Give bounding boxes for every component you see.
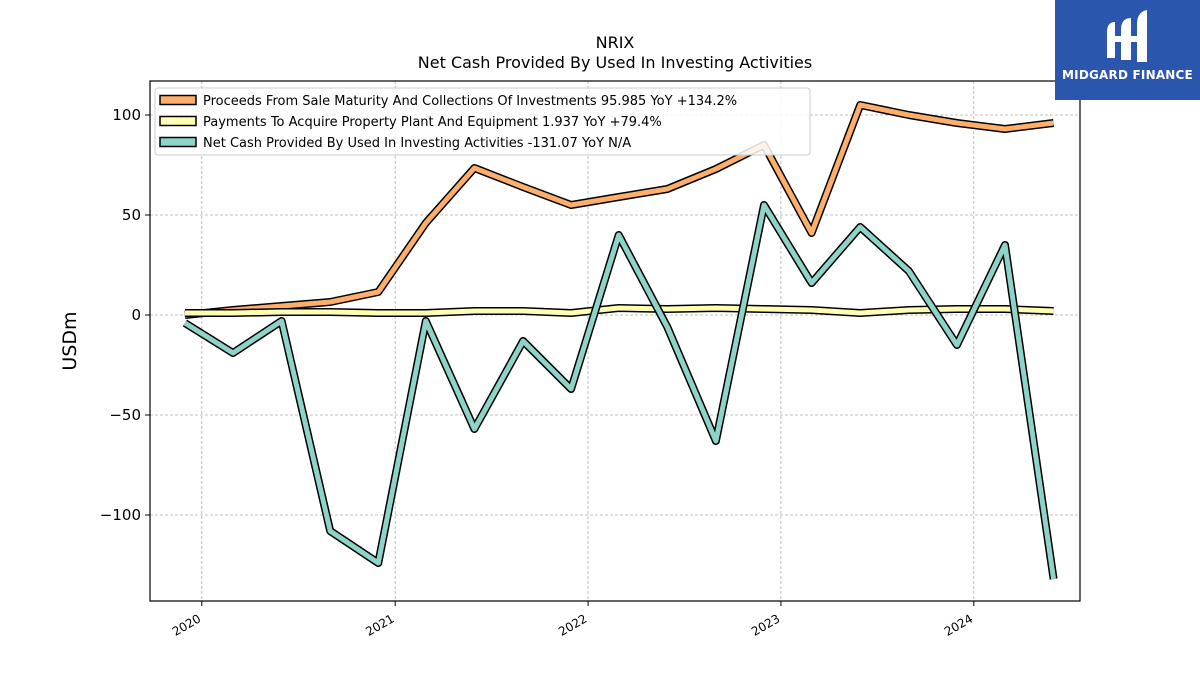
series-line-outline — [182, 201, 1058, 580]
plot-frame — [149, 80, 1081, 602]
chart-subtitle: Net Cash Provided By Used In Investing A… — [418, 53, 812, 72]
x-axis: 2020 2021 2022 2023 2024 — [170, 601, 975, 639]
series-line — [184, 305, 1054, 316]
series-0 — [184, 101, 1055, 319]
legend-swatch — [159, 115, 197, 127]
y-axis-label: USDm — [59, 311, 81, 370]
legend: Proceeds From Sale Maturity And Collecti… — [154, 87, 811, 156]
x-tick-label: 2020 — [170, 611, 203, 638]
brand-name: MIDGARD FINANCE — [1062, 68, 1193, 82]
legend-swatch — [159, 94, 197, 106]
y-tick-label: 100 — [112, 106, 141, 124]
legend-item: Net Cash Provided By Used In Investing A… — [159, 136, 631, 151]
x-tick-label: 2022 — [556, 611, 589, 638]
legend-label: Proceeds From Sale Maturity And Collecti… — [203, 94, 737, 109]
y-tick-label: −50 — [109, 406, 141, 424]
y-tick-label: −100 — [100, 506, 141, 524]
chart-title: NRIX — [596, 33, 635, 52]
legend-item: Proceeds From Sale Maturity And Collecti… — [159, 94, 737, 109]
x-tick-label: 2024 — [942, 611, 975, 638]
midgard-logo-icon — [1107, 10, 1147, 62]
series-line — [183, 202, 1057, 580]
legend-item: Payments To Acquire Property Plant And E… — [159, 115, 662, 130]
series-line — [184, 102, 1054, 318]
legend-label: Net Cash Provided By Used In Investing A… — [203, 136, 631, 151]
brand-logo: MIDGARD FINANCE — [1055, 0, 1200, 100]
y-tick-label: 0 — [131, 306, 141, 324]
series-2 — [182, 201, 1058, 580]
legend-swatch — [159, 136, 197, 148]
y-axis: 100 50 0 −50 −100 — [100, 106, 150, 524]
legend-box — [154, 87, 811, 156]
x-tick-label: 2023 — [749, 611, 782, 638]
series-1 — [184, 304, 1054, 317]
x-tick-label: 2021 — [363, 611, 396, 638]
series-lines — [182, 101, 1058, 580]
y-tick-label: 50 — [122, 206, 141, 224]
legend-label: Payments To Acquire Property Plant And E… — [203, 115, 662, 130]
